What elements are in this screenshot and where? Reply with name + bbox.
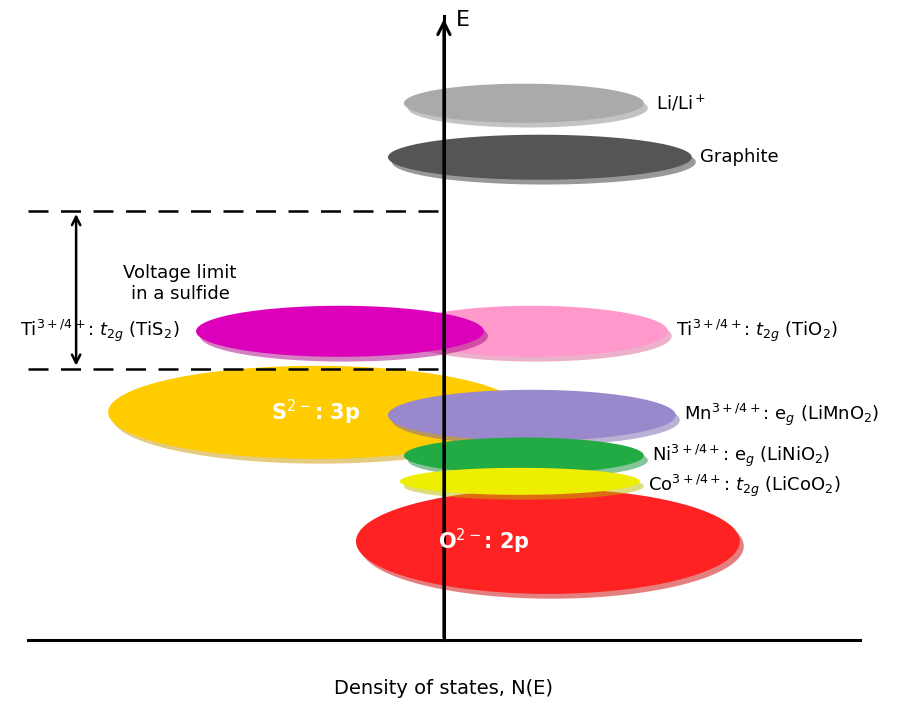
Text: Voltage limit
in a sulfide: Voltage limit in a sulfide xyxy=(123,264,237,303)
Polygon shape xyxy=(108,366,524,459)
Polygon shape xyxy=(408,442,647,478)
Polygon shape xyxy=(400,310,671,362)
Polygon shape xyxy=(388,135,692,180)
Polygon shape xyxy=(392,140,695,185)
Polygon shape xyxy=(404,472,644,500)
Text: Ni$^{3+/4+}$: e$_g$ (LiNiO$_2$): Ni$^{3+/4+}$: e$_g$ (LiNiO$_2$) xyxy=(652,442,830,469)
Text: Co$^{3+/4+}$: $t_{2g}$ (LiCoO$_2$): Co$^{3+/4+}$: $t_{2g}$ (LiCoO$_2$) xyxy=(647,472,840,498)
Text: O$^{2-}$: 2p: O$^{2-}$: 2p xyxy=(437,526,530,556)
Text: S$^{2-}$: 3p: S$^{2-}$: 3p xyxy=(272,398,361,427)
Text: E: E xyxy=(456,10,470,30)
Polygon shape xyxy=(360,494,744,599)
Polygon shape xyxy=(200,310,488,362)
Polygon shape xyxy=(388,390,676,441)
Polygon shape xyxy=(404,437,644,474)
Polygon shape xyxy=(404,84,644,123)
Polygon shape xyxy=(356,489,740,594)
Text: Density of states, N(E): Density of states, N(E) xyxy=(334,680,554,698)
Polygon shape xyxy=(196,306,484,357)
Text: Ti$^{3+/4+}$: $t_{2g}$ (TiO$_2$): Ti$^{3+/4+}$: $t_{2g}$ (TiO$_2$) xyxy=(676,318,838,345)
Polygon shape xyxy=(396,306,668,357)
Text: Mn$^{3+/4+}$: e$_g$ (LiMnO$_2$): Mn$^{3+/4+}$: e$_g$ (LiMnO$_2$) xyxy=(683,402,880,428)
Text: Graphite: Graphite xyxy=(700,148,778,166)
Text: Li/Li$^+$: Li/Li$^+$ xyxy=(656,93,705,113)
Text: Ti$^{3+/4+}$: $t_{2g}$ (TiS$_2$): Ti$^{3+/4+}$: $t_{2g}$ (TiS$_2$) xyxy=(20,318,180,345)
Polygon shape xyxy=(408,88,647,128)
Polygon shape xyxy=(400,468,640,495)
Polygon shape xyxy=(392,395,680,446)
Polygon shape xyxy=(112,371,528,463)
